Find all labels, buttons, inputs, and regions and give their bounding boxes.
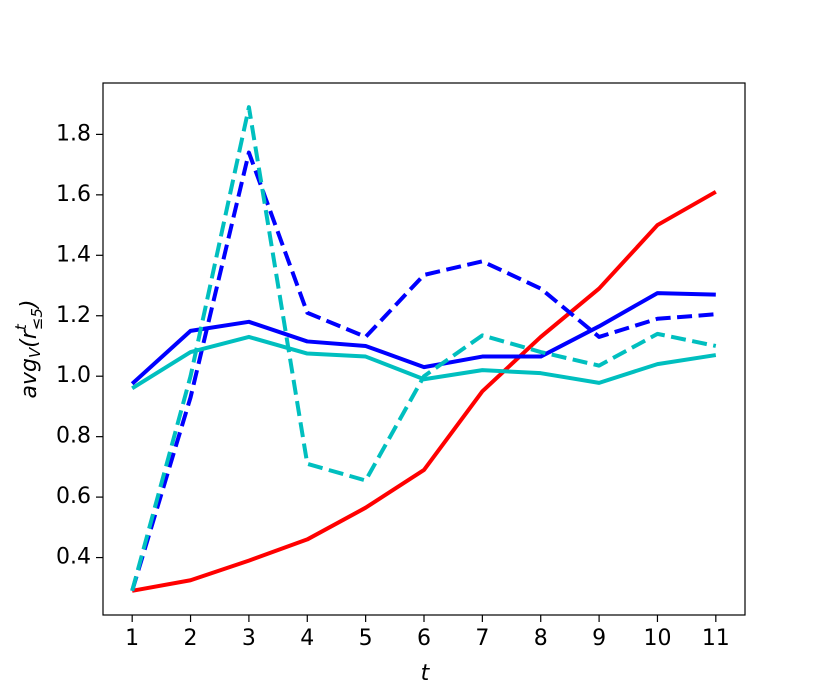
y-label-part: V — [26, 346, 44, 358]
y-tick-label: 1.0 — [56, 363, 91, 388]
x-tick-label: 8 — [534, 626, 548, 651]
y-tick-label: 0.4 — [56, 545, 91, 570]
y-label-part: t — [12, 323, 30, 330]
x-tick-label: 5 — [359, 626, 373, 651]
y-label-part: ) — [17, 300, 42, 311]
y-tick-label: 0.6 — [56, 484, 91, 509]
y-tick-label: 1.6 — [56, 182, 91, 207]
x-tick-label: 6 — [417, 626, 431, 651]
series-line — [130, 291, 716, 386]
y-tick-label: 1.2 — [56, 303, 91, 328]
x-tick-label: 1 — [125, 626, 139, 651]
x-tick-label: 2 — [184, 626, 198, 651]
plot-frame — [102, 82, 746, 616]
x-tick-label: 11 — [702, 626, 730, 651]
series-line — [130, 150, 716, 592]
y-label-part: (r — [17, 328, 42, 348]
x-tick-label: 3 — [242, 626, 256, 651]
y-tick-label: 1.8 — [56, 121, 91, 146]
x-axis-label: t — [421, 661, 431, 686]
y-tick-label: 0.8 — [56, 424, 91, 449]
y-label-part: avg — [17, 358, 42, 399]
y-tick-label: 1.4 — [56, 242, 91, 267]
y-label-part: ≤5 — [28, 308, 46, 330]
series-line — [131, 190, 717, 593]
series-line — [130, 105, 717, 592]
x-tick-label: 10 — [643, 626, 671, 651]
x-tick-label: 7 — [475, 626, 489, 651]
series-line — [131, 334, 717, 390]
y-axis-label: avgV(rt≤5) — [12, 300, 46, 399]
x-tick-label: 4 — [300, 626, 314, 651]
x-tick-label: 9 — [592, 626, 606, 651]
